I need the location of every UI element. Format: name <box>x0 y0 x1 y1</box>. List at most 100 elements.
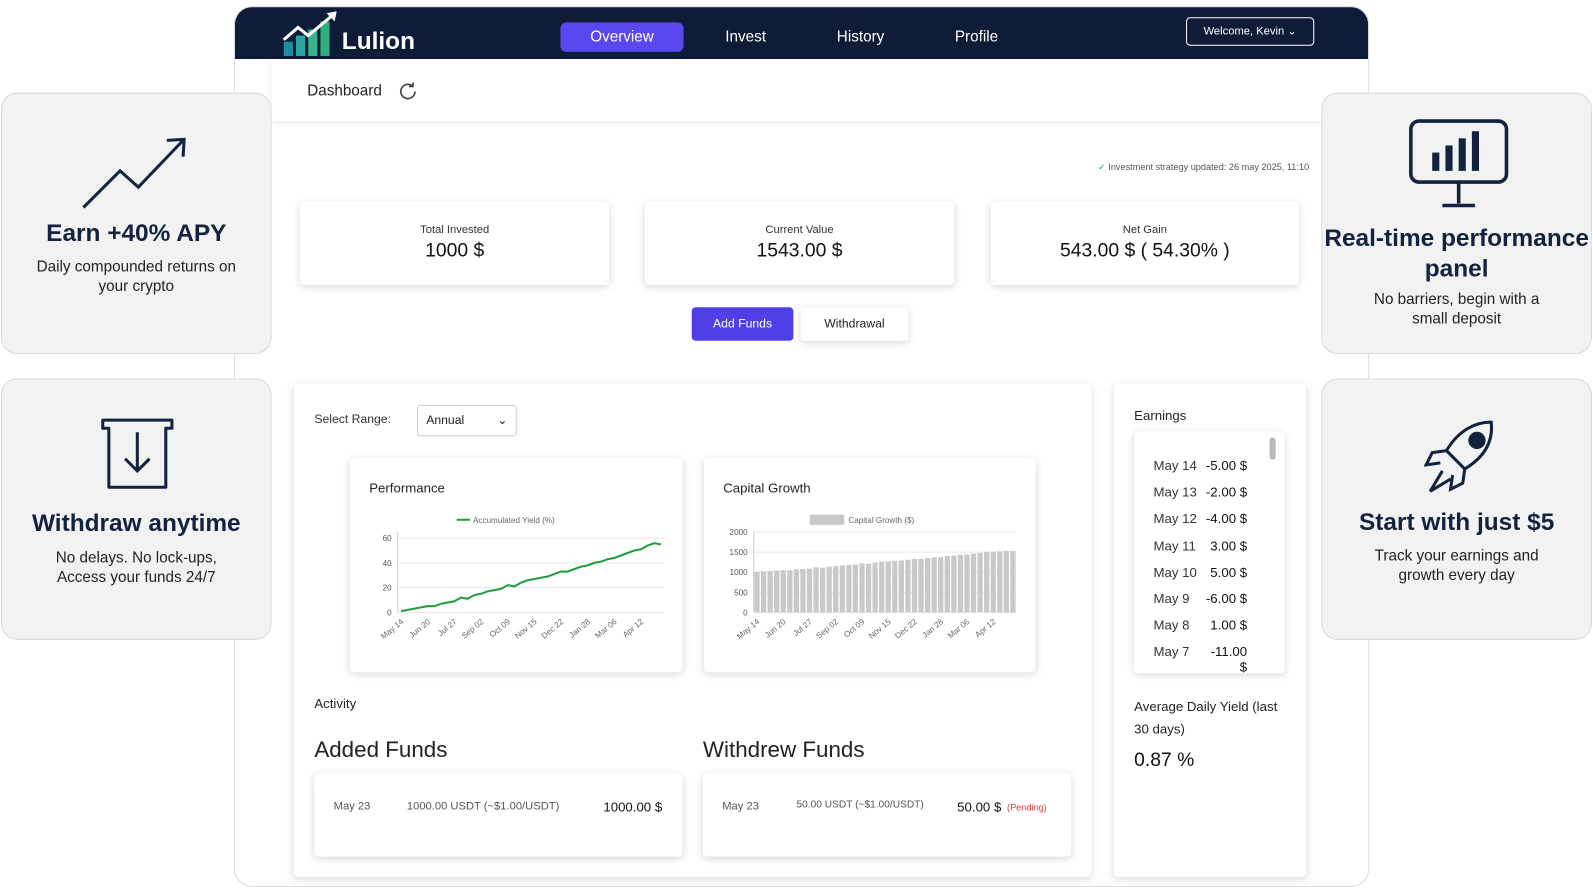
user-menu[interactable]: Welcome, Kevin ⌄ <box>1186 17 1315 46</box>
earning-date: May 8 <box>1153 617 1190 633</box>
y-tick-label: 0 <box>743 608 748 617</box>
row-date: May 23 <box>722 800 759 813</box>
bar <box>754 571 760 613</box>
earnings-title: Earnings <box>1134 407 1187 424</box>
stat-label: Current Value <box>765 223 834 236</box>
y-tick-label: 1500 <box>730 548 749 557</box>
stat-card: Current Value 1543.00 $ <box>644 201 955 285</box>
bar <box>879 561 885 613</box>
withdrawal-button[interactable]: Withdrawal <box>800 307 909 341</box>
yield-value: 0.87 % <box>1134 749 1195 772</box>
earning-date: May 7 <box>1153 644 1190 660</box>
refresh-icon[interactable] <box>398 80 418 100</box>
earning-amount: -11.00 $ <box>1210 644 1248 675</box>
range-value: Annual <box>426 412 465 428</box>
bar <box>826 566 832 613</box>
y-tick-label: 20 <box>383 584 393 593</box>
bar <box>898 560 904 613</box>
bar <box>774 570 780 613</box>
user-name: Welcome, Kevin <box>1203 25 1285 38</box>
stat-value: 1543.00 $ <box>756 240 843 262</box>
range-select[interactable]: Annual ⌄ <box>417 404 517 437</box>
x-tick-label: Jun 20 <box>763 617 788 640</box>
bar <box>977 552 983 613</box>
activity-title: Activity <box>314 695 357 712</box>
add-funds-button[interactable]: Add Funds <box>691 307 794 341</box>
x-tick-label: Jan 28 <box>921 617 946 640</box>
brand: Lulion <box>341 27 416 55</box>
feature-text: Daily compounded returns on your crypto <box>36 258 236 295</box>
bar <box>938 556 944 613</box>
earning-amount: -6.00 $ <box>1205 590 1248 607</box>
x-tick-label: Oct 09 <box>842 617 866 640</box>
withdrew-title: Withdrew Funds <box>702 736 865 762</box>
bar <box>918 558 924 613</box>
bar <box>1003 550 1009 613</box>
x-tick-label: Nov 15 <box>867 617 893 641</box>
feature-text: No delays. No lock-ups, Access your fund… <box>55 549 217 586</box>
bar <box>813 567 819 613</box>
x-tick-label: Sep 02 <box>460 617 486 641</box>
status: ✓ Investment strategy updated: 26 may 20… <box>1098 161 1310 172</box>
nav-tab[interactable]: Overview <box>560 22 684 52</box>
x-tick-label: May 14 <box>379 617 406 641</box>
earning-date: May 9 <box>1153 590 1190 607</box>
bar <box>944 556 950 613</box>
x-tick-label: Mar 06 <box>946 617 972 640</box>
nav-tab[interactable]: Profile <box>954 28 999 46</box>
range-label: Select Range: <box>314 411 392 427</box>
feature-icon <box>82 137 186 209</box>
earning-row: May 13 -2.00 $ <box>1154 484 1248 499</box>
earning-row: May 9 -6.00 $ <box>1153 590 1248 607</box>
x-tick-label: Nov 15 <box>513 617 539 641</box>
feature-card: Real-time performance panel No barriers,… <box>1321 92 1592 354</box>
bar <box>997 551 1003 613</box>
earning-amount: -4.00 $ <box>1205 511 1248 527</box>
feature-text: Track your earnings and growth every day <box>1374 547 1539 584</box>
nav-tab[interactable]: Invest <box>725 28 766 46</box>
x-tick-label: Jan 28 <box>567 617 592 640</box>
chart-title: Performance <box>369 480 445 495</box>
y-tick-label: 500 <box>734 588 748 597</box>
page-title: Dashboard <box>307 82 382 100</box>
earning-row: May 11 3.00 $ <box>1154 538 1248 553</box>
bar <box>767 570 773 613</box>
y-tick-label: 1000 <box>730 568 749 577</box>
bar <box>859 563 865 613</box>
logo-icon <box>282 11 337 56</box>
earning-amount: 3.00 $ <box>1210 537 1248 553</box>
x-tick-label: Jul 27 <box>436 617 459 638</box>
nav-tab[interactable]: History <box>836 28 885 46</box>
earning-date: May 10 <box>1153 564 1197 580</box>
earning-row: May 7 -11.00 $ <box>1153 644 1248 675</box>
bar <box>970 553 977 613</box>
x-tick-label: Oct 09 <box>488 617 512 640</box>
scrollbar[interactable] <box>1269 437 1276 460</box>
bar <box>924 558 931 613</box>
feature-title: Real-time performance panel <box>1324 224 1589 283</box>
y-tick-label: 40 <box>383 559 393 568</box>
stat-value: 543.00 $ ( 54.30% ) <box>1059 240 1230 262</box>
yield-label: Average Daily Yield (last 30 days) <box>1134 698 1278 737</box>
chart-title: Capital Growth <box>723 480 810 495</box>
y-tick-label: 60 <box>383 534 393 543</box>
bar <box>839 565 845 613</box>
bar <box>800 568 806 613</box>
feature-card: Start with just $5 Track your earnings a… <box>1321 378 1592 640</box>
earning-amount: -2.00 $ <box>1205 484 1248 500</box>
feature-icon <box>1409 119 1509 208</box>
bar <box>964 554 970 613</box>
x-tick-label: May 14 <box>735 617 762 641</box>
x-tick-label: Jul 27 <box>791 617 814 638</box>
row-status: (Pending) <box>1007 802 1047 813</box>
legend-swatch <box>809 514 845 525</box>
x-tick-label: Dec 22 <box>893 617 919 641</box>
earnings-list: May 14 -5.00 $ May 13 -2.00 $ May 12 -4.00 $ M… <box>1134 431 1285 675</box>
bar <box>911 558 918 613</box>
header-bar: Dashboard <box>271 58 1369 122</box>
legend-label: Accumulated Yield (%) <box>473 516 555 525</box>
bar <box>846 564 852 613</box>
bar <box>885 561 891 613</box>
row-amount: 50.00 $ <box>957 799 1002 815</box>
